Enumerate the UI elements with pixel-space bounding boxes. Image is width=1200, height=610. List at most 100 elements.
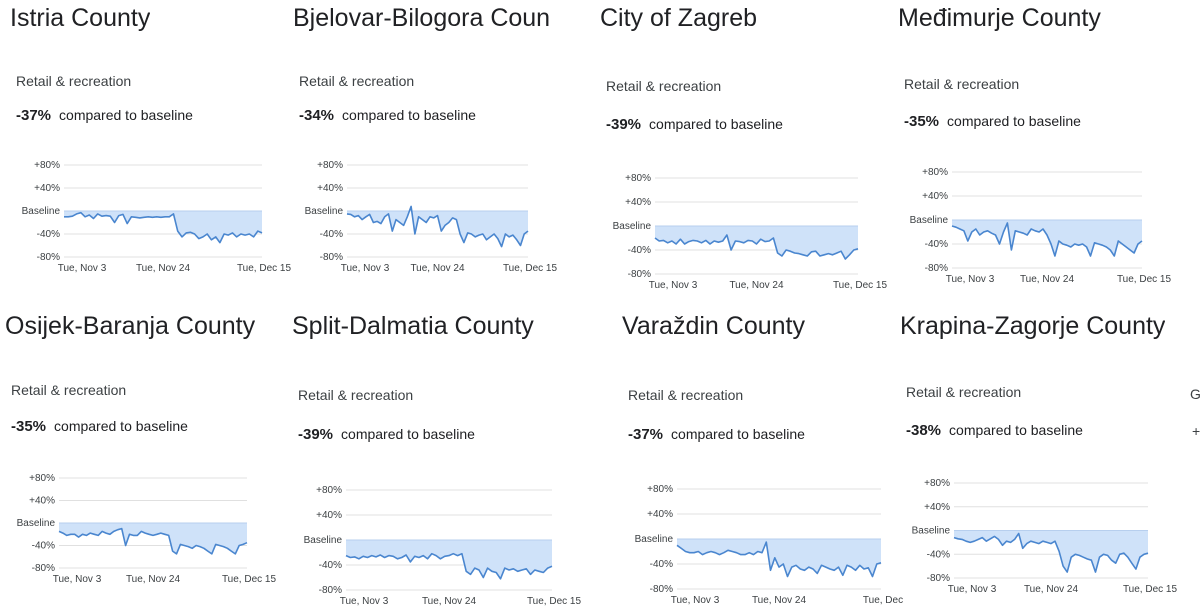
change-summary: -37% compared to baseline [628,426,805,444]
county-panel: Krapina-Zagorje County Retail & recreatio… [900,308,1200,608]
mobility-chart: +80% +40% Baseline -40% -80%Tue, Nov 3 Tue, N… [613,173,888,291]
change-value: -39% [298,426,334,443]
change-value: -35% [904,113,940,130]
county-title: Bjelovar-Bilogora Coun [293,4,551,32]
y-tick-label: -80% [925,263,948,274]
x-tick-label: Tue, Dec 15 [1117,274,1172,285]
y-tick-label: -40% [650,559,673,570]
x-tick-label: Tue, Nov 24 [410,263,465,274]
y-tick-label: +80% [316,485,342,496]
county-panel: Bjelovar-Bilogora Coun Retail & recreatio… [293,0,593,300]
x-tick-label: Tue, Dec 15 [503,263,558,274]
change-summary: -34% compared to baseline [299,107,476,125]
series-area [677,539,881,577]
x-tick-label: Tue, Nov 24 [1024,584,1079,595]
change-value: -35% [11,418,47,435]
county-title: Krapina-Zagorje County [900,312,1166,340]
metric-label: Retail & recreation [906,384,1022,400]
series-area [64,211,262,243]
y-tick-label: -80% [320,252,343,263]
series-area [655,226,858,259]
mobility-chart: +80% +40% Baseline -40% -80%Tue, Nov 3 Tue, N… [17,473,277,585]
metric-label: Retail & recreation [904,76,1020,92]
y-tick-label: -40% [320,229,343,240]
y-tick-label: +40% [647,509,673,520]
y-tick-label: +80% [317,160,343,171]
series-area [954,530,1148,573]
y-tick-label: -40% [628,245,651,256]
y-tick-label: -80% [32,563,55,574]
x-tick-label: Tue, Nov 3 [53,574,102,585]
change-caption: compared to baseline [671,426,805,442]
county-title: Istria County [10,4,151,32]
x-tick-label: Tue, Dec 15 [1123,584,1178,595]
change-caption: compared to baseline [341,426,475,442]
county-title: City of Zagreb [600,4,758,32]
x-tick-label: Tue, Nov 24 [729,280,784,291]
series-line [654,234,859,260]
mobility-chart: +80% +40% Baseline -40% -80%Tue, Nov 3 Tue, N… [22,160,292,274]
metric-label: Retail & recreation [298,387,414,403]
x-tick-label: Tue, Nov 3 [671,595,720,606]
x-tick-label: Tue, Dec 15 [527,596,582,607]
county-panel: Međimurje County Retail & recreation -35% c… [898,0,1198,300]
y-tick-label: -40% [32,541,55,552]
change-value: -37% [16,107,52,124]
x-tick-label: Tue, Nov 3 [946,274,995,285]
county-panel: City of Zagreb Retail & recreation -39% com… [600,0,900,300]
series-line [951,222,1143,257]
series-area [346,540,552,579]
county-title: Varaždin County [622,312,805,340]
change-summary: -37% compared to baseline [16,107,193,125]
change-caption: compared to baseline [949,422,1083,438]
y-tick-label: Baseline [17,518,56,529]
y-tick-label: +40% [625,197,651,208]
series-line [953,532,1149,573]
change-caption: compared to baseline [59,107,193,123]
x-tick-label: Tue, Nov 24 [136,263,191,274]
series-line [58,527,248,555]
county-panel: Split-Dalmatia County Retail & recreation… [292,308,592,608]
x-tick-label: Tue, Dec 15 [222,574,277,585]
y-tick-label: +40% [34,183,60,194]
county-title: Međimurje County [898,4,1101,32]
county-panel: Osijek-Baranja County Retail & recreation… [5,308,305,608]
mobility-chart: +80% +40% Baseline -40% -80%Tue, Nov 3 Tue, N… [635,484,903,606]
x-tick-label: Tue, Nov 3 [58,263,107,274]
change-caption: compared to baseline [947,113,1081,129]
y-tick-label: -80% [927,573,950,584]
x-tick-label: Tue, Dec 15 [237,263,292,274]
change-summary: -35% compared to baseline [11,418,188,436]
x-tick-label: Tue, Nov 24 [422,596,477,607]
x-tick-label: Tue, Nov 3 [948,584,997,595]
x-tick-label: Tue, Nov 24 [752,595,807,606]
y-tick-label: Baseline [910,215,949,226]
change-summary: -38% compared to baseline [906,422,1083,440]
x-tick-label: Tue, Dec [863,595,903,606]
y-tick-label: Baseline [635,534,674,545]
clipped-label-fragment: G [1190,386,1200,402]
x-tick-label: Tue, Nov 24 [1020,274,1075,285]
change-value: -34% [299,107,335,124]
y-tick-label: Baseline [304,535,343,546]
y-tick-label: -40% [927,549,950,560]
metric-label: Retail & recreation [628,387,744,403]
x-tick-label: Tue, Dec 15 [833,280,888,291]
y-tick-label: -40% [319,560,342,571]
mobility-chart: +80% +40% Baseline -40% -80%Tue, Nov 3 Tue, N… [305,160,558,274]
x-tick-label: Tue, Nov 24 [126,574,181,585]
county-title: Osijek-Baranja County [5,312,256,340]
y-tick-label: +80% [34,160,60,171]
metric-label: Retail & recreation [16,73,132,89]
series-line [346,205,529,248]
change-summary: -39% compared to baseline [298,426,475,444]
y-tick-label: -80% [319,585,342,596]
y-tick-label: +40% [29,496,55,507]
change-caption: compared to baseline [649,116,783,132]
metric-label: Retail & recreation [606,78,722,94]
y-tick-label: +40% [922,191,948,202]
y-tick-label: +80% [922,167,948,178]
x-tick-label: Tue, Nov 3 [649,280,698,291]
y-tick-label: +80% [924,478,950,489]
y-tick-label: Baseline [613,221,652,232]
